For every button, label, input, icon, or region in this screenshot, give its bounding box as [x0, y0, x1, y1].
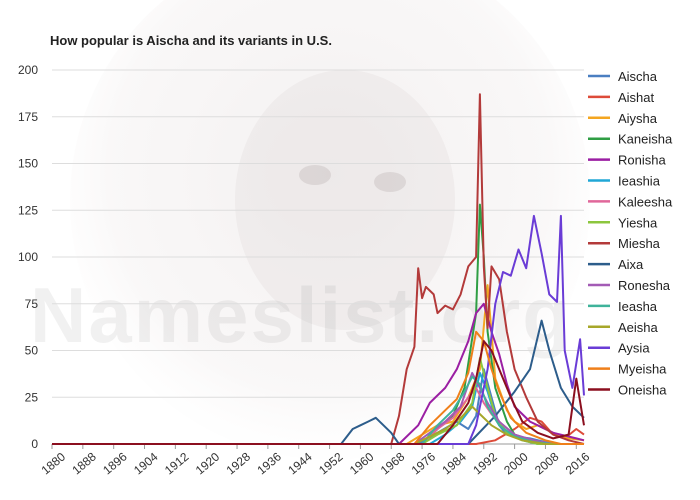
legend-label: Ronesha: [618, 278, 671, 293]
series-line-oneisha: [52, 340, 585, 445]
x-tick-label: 1920: [193, 449, 223, 477]
series-layer: [52, 93, 585, 445]
legend-item-aischa[interactable]: Aischa: [588, 69, 658, 84]
series-line-ronesha: [52, 371, 584, 445]
legend-item-kaleesha[interactable]: Kaleesha: [588, 194, 673, 209]
series-line-kaneisha: [52, 203, 584, 445]
legend-label: Ronisha: [618, 153, 666, 168]
watermark-text: Nameslist.org: [30, 271, 572, 359]
legend-item-aysia[interactable]: Aysia: [588, 341, 650, 356]
series-line-miesha: [52, 93, 585, 445]
legend-label: Aysia: [618, 341, 650, 356]
x-tick-label: 1984: [439, 449, 469, 477]
legend-item-aixa[interactable]: Aixa: [588, 257, 644, 272]
legend-label: Aiysha: [618, 111, 658, 126]
x-tick-label: 2016: [563, 449, 593, 477]
grid-layer: [52, 69, 584, 445]
y-tick-label: 200: [18, 63, 38, 77]
legend-item-yiesha[interactable]: Yiesha: [588, 215, 658, 230]
legend-label: Oneisha: [618, 383, 667, 398]
legend-item-ieasha[interactable]: Ieasha: [588, 299, 658, 314]
legend-label: Yiesha: [618, 215, 658, 230]
series-line-aysia: [52, 214, 585, 445]
legend-item-ieashia[interactable]: Ieashia: [588, 174, 661, 189]
legend-label: Ieashia: [618, 174, 661, 189]
x-tick-label: 1896: [100, 449, 130, 477]
legend-label: Kaleesha: [618, 194, 673, 209]
y-tick-label: 50: [25, 344, 39, 358]
legend-item-aeisha[interactable]: Aeisha: [588, 320, 659, 335]
legend-item-myeisha[interactable]: Myeisha: [588, 362, 667, 377]
y-tick-label: 100: [18, 250, 38, 264]
x-tick-label: 1888: [69, 449, 99, 477]
x-tick-label: 1992: [470, 449, 500, 477]
x-tick-label: 1944: [285, 449, 315, 477]
x-tick-label: 2008: [532, 449, 562, 477]
legend-item-aiysha[interactable]: Aiysha: [588, 111, 658, 126]
legend-label: Aixa: [618, 257, 644, 272]
x-tick-label: 1976: [409, 449, 439, 477]
y-tick-label: 75: [25, 297, 39, 311]
legend-item-aishat[interactable]: Aishat: [588, 90, 655, 105]
x-tick-label: 1912: [162, 449, 192, 477]
legend-label: Aishat: [618, 90, 655, 105]
x-tick-label: 1880: [39, 449, 69, 477]
y-tick-label: 125: [18, 203, 38, 217]
legend-label: Aischa: [618, 69, 658, 84]
x-tick-label: 2000: [501, 449, 531, 477]
legend-item-miesha[interactable]: Miesha: [588, 236, 661, 251]
legend-label: Aeisha: [618, 320, 659, 335]
x-tick-label: 1928: [224, 449, 254, 477]
x-tick-label: 1960: [347, 449, 377, 477]
legend[interactable]: Aischa Aishat Aiysha Kaneisha Ronisha Ieashia…: [588, 69, 673, 398]
series-line-aeisha: [52, 405, 584, 445]
y-tick-label: 150: [18, 157, 38, 171]
series-line-ronisha: [52, 302, 585, 445]
x-tick-label: 1952: [316, 449, 346, 477]
legend-item-kaneisha[interactable]: Kaneisha: [588, 132, 673, 147]
y-tick-label: 25: [25, 390, 39, 404]
legend-item-oneisha[interactable]: Oneisha: [588, 383, 667, 398]
legend-item-ronesha[interactable]: Ronesha: [588, 278, 671, 293]
legend-label: Kaneisha: [618, 132, 673, 147]
x-tick-label: 1904: [131, 449, 161, 477]
legend-label: Miesha: [618, 236, 661, 251]
legend-item-ronisha[interactable]: Ronisha: [588, 153, 666, 168]
x-tick-label: 1936: [254, 449, 284, 477]
x-tick-label: 1968: [378, 449, 408, 477]
y-tick-label: 0: [31, 437, 38, 451]
legend-label: Myeisha: [618, 362, 667, 377]
chart-title: How popular is Aischa and its variants i…: [50, 33, 332, 48]
legend-label: Ieasha: [618, 299, 658, 314]
y-tick-label: 175: [18, 110, 38, 124]
